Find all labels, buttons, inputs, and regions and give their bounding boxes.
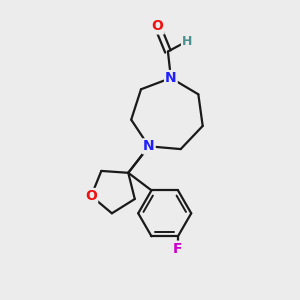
Text: N: N (165, 71, 177, 85)
Text: O: O (152, 20, 164, 34)
Text: F: F (173, 242, 183, 256)
Text: O: O (85, 189, 97, 203)
Text: N: N (143, 139, 155, 153)
Text: H: H (182, 35, 192, 48)
